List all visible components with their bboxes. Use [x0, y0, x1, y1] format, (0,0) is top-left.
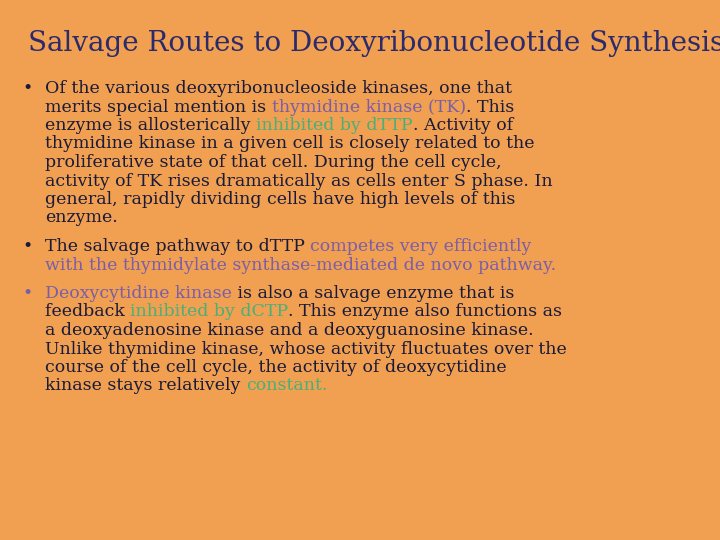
Text: •: • — [22, 80, 32, 97]
Text: •: • — [22, 285, 32, 302]
Text: activity of TK rises dramatically as cells enter S phase. In: activity of TK rises dramatically as cel… — [45, 172, 553, 190]
Text: general, rapidly dividing cells have high levels of this: general, rapidly dividing cells have hig… — [45, 191, 516, 208]
Text: is also a salvage enzyme that is: is also a salvage enzyme that is — [232, 285, 514, 302]
Text: course of the cell cycle, the activity of deoxycytidine: course of the cell cycle, the activity o… — [45, 359, 507, 376]
Text: Salvage Routes to Deoxyribonucleotide Synthesis: Salvage Routes to Deoxyribonucleotide Sy… — [28, 30, 720, 57]
Text: The salvage pathway to dTTP: The salvage pathway to dTTP — [45, 238, 310, 255]
Text: merits special mention is: merits special mention is — [45, 98, 271, 116]
Text: . This: . This — [466, 98, 514, 116]
Text: inhibited by dTTP: inhibited by dTTP — [256, 117, 413, 134]
Text: competes very efficiently: competes very efficiently — [310, 238, 532, 255]
Text: enzyme is allosterically: enzyme is allosterically — [45, 117, 256, 134]
Text: proliferative state of that cell. During the cell cycle,: proliferative state of that cell. During… — [45, 154, 502, 171]
Text: inhibited by dCTP: inhibited by dCTP — [130, 303, 289, 321]
Text: Unlike thymidine kinase, whose activity fluctuates over the: Unlike thymidine kinase, whose activity … — [45, 341, 567, 357]
Text: constant.: constant. — [246, 377, 328, 395]
Text: thymidine kinase in a given cell is closely related to the: thymidine kinase in a given cell is clos… — [45, 136, 534, 152]
Text: . Activity of: . Activity of — [413, 117, 513, 134]
Text: thymidine kinase (TK): thymidine kinase (TK) — [271, 98, 466, 116]
Text: with the thymidylate synthase-mediated de novo pathway.: with the thymidylate synthase-mediated d… — [45, 256, 556, 273]
Text: kinase stays relatively: kinase stays relatively — [45, 377, 246, 395]
Text: Deoxycytidine kinase: Deoxycytidine kinase — [45, 285, 232, 302]
Text: a deoxyadenosine kinase and a deoxyguanosine kinase.: a deoxyadenosine kinase and a deoxyguano… — [45, 322, 534, 339]
Text: •: • — [22, 238, 32, 255]
Text: . This enzyme also functions as: . This enzyme also functions as — [289, 303, 562, 321]
Text: Of the various deoxyribonucleoside kinases, one that: Of the various deoxyribonucleoside kinas… — [45, 80, 512, 97]
Text: enzyme.: enzyme. — [45, 210, 118, 226]
Text: feedback: feedback — [45, 303, 130, 321]
